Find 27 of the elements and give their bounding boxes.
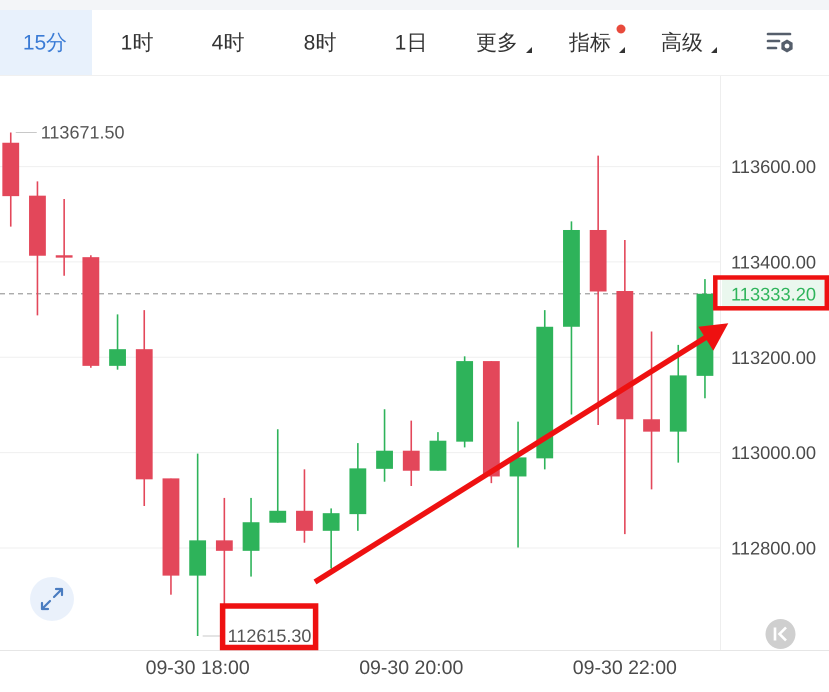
category-label: 8时 (304, 32, 336, 54)
candlestick (296, 468, 313, 544)
ref-line-label: 113333.20 (731, 283, 816, 304)
category-label: 指标 (568, 32, 611, 54)
category-label: 1时 (120, 32, 154, 54)
x-tick-label: 09-30 18:00 (146, 657, 250, 679)
category-label: 更多 (476, 32, 518, 54)
x-tick-label: 09-30 20:00 (359, 657, 464, 679)
candlestick (402, 420, 420, 487)
category-label: 高级 (661, 32, 703, 54)
category-label: 15分 (22, 32, 68, 54)
y-tick-label: 113400.00 (731, 251, 816, 272)
annotation: 113671.50 (40, 122, 125, 142)
annotation: 112615.30 (228, 626, 312, 646)
candlestick (643, 330, 660, 490)
y-tick-label: 113000.00 (731, 442, 816, 464)
y-tick-label: 112800.00 (731, 537, 816, 558)
candlestick (376, 408, 393, 483)
category-label: 1日 (394, 32, 428, 54)
candlestick (510, 420, 526, 548)
candlestick (322, 508, 340, 570)
category-label: 4时 (212, 32, 244, 54)
candlestick (109, 314, 126, 370)
x-tick-label: 09-30 22:00 (572, 657, 678, 679)
candlestick (269, 428, 286, 524)
y-tick-label: 113200.00 (731, 346, 816, 368)
y-tick-label: 113600.00 (731, 156, 816, 178)
